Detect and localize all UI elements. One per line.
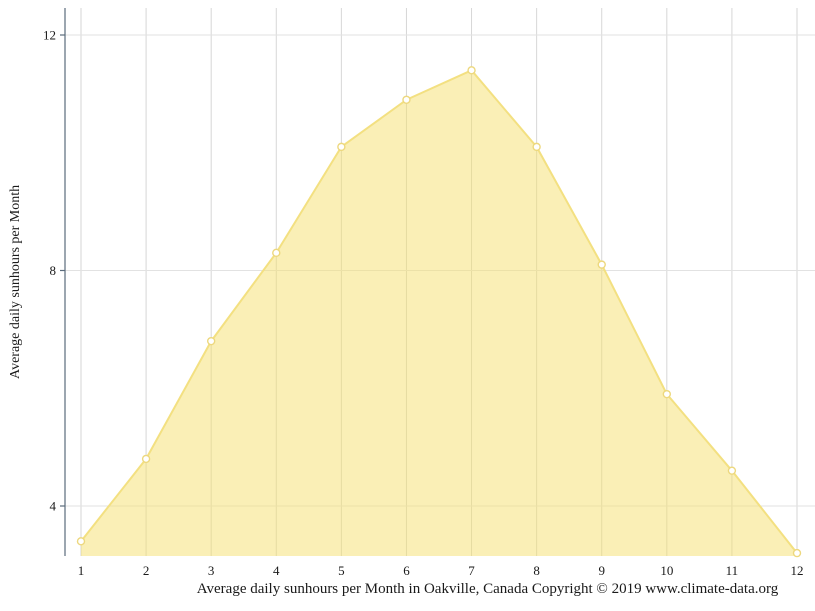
data-point-marker — [337, 142, 346, 152]
y-axis-title: Average daily sunhours per Month — [8, 184, 23, 380]
x-tick-label: 11 — [726, 563, 739, 578]
data-point-marker — [402, 95, 411, 104]
x-tick-label: 2 — [143, 563, 150, 578]
data-point-marker — [597, 260, 606, 269]
x-tick-label: 4 — [273, 563, 280, 578]
x-tick-label: 3 — [208, 563, 215, 578]
x-tick-label: 12 — [790, 563, 803, 578]
data-point-marker — [467, 66, 476, 75]
x-tick-label: 10 — [660, 563, 673, 578]
x-tick-label: 6 — [403, 563, 410, 578]
x-tick-label: 8 — [533, 563, 540, 578]
x-tick-label: 7 — [468, 563, 475, 578]
x-axis-caption: Average daily sunhours per Month in Oakv… — [196, 581, 779, 597]
data-point-marker — [141, 454, 151, 464]
y-tick-label: 4 — [50, 499, 57, 514]
y-tick-label: 8 — [50, 263, 57, 278]
data-point-marker — [272, 248, 281, 258]
data-point-marker — [206, 336, 216, 346]
y-tick-label: 12 — [43, 28, 56, 43]
data-point-marker — [662, 389, 672, 399]
data-point-marker — [727, 466, 737, 475]
x-tick-label: 1 — [78, 563, 85, 578]
x-tick-label: 9 — [598, 563, 605, 578]
data-line — [80, 69, 798, 554]
area-fill — [81, 70, 797, 556]
data-point-marker — [792, 548, 802, 558]
data-point-marker — [76, 537, 86, 546]
x-tick-label: 5 — [338, 563, 345, 578]
data-point-marker — [532, 142, 541, 152]
